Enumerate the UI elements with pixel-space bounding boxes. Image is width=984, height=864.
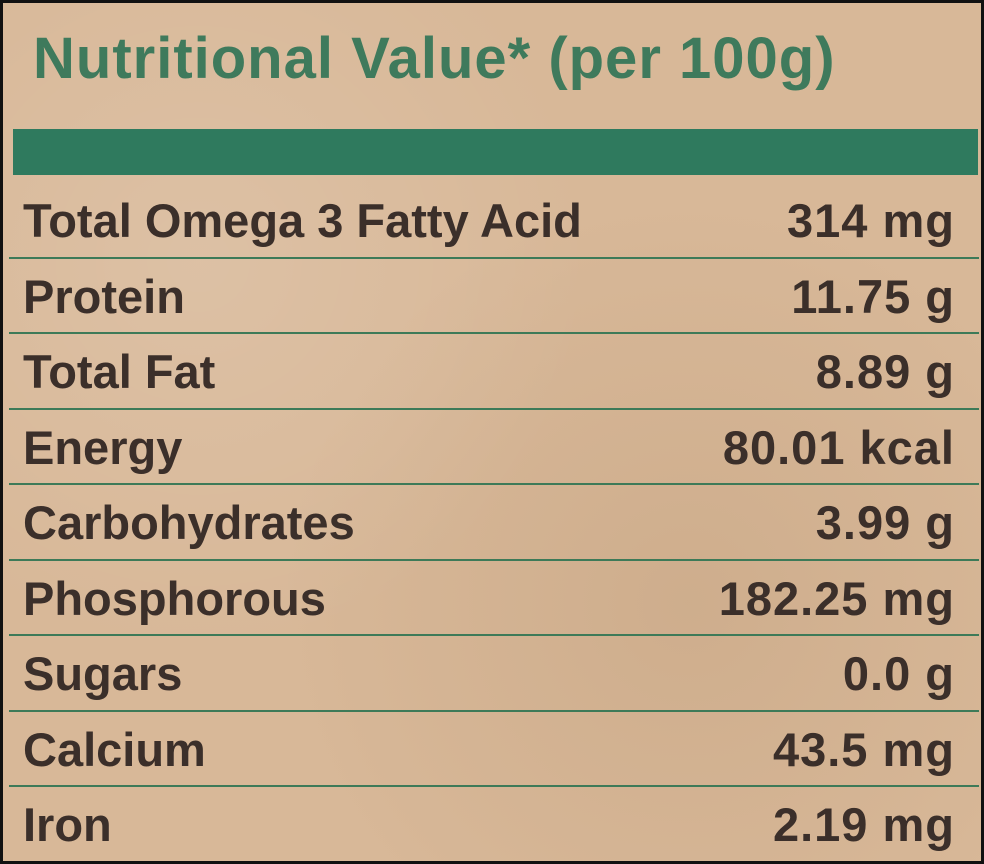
- row-divider: [9, 709, 979, 712]
- row-divider: [9, 256, 979, 259]
- nutrient-value: 11.75 g: [791, 269, 955, 323]
- nutrient-name: Phosphorous: [23, 571, 326, 625]
- table-row: Protein 11.75 g: [3, 259, 981, 335]
- table-row: Calcium 43.5 mg: [3, 712, 981, 788]
- table-row: Phosphorous 182.25 mg: [3, 561, 981, 637]
- row-divider: [9, 558, 979, 561]
- nutrient-name: Carbohydrates: [23, 496, 355, 549]
- nutrient-value: 182.25 mg: [718, 571, 955, 625]
- header-bar: [13, 129, 978, 175]
- nutrient-value: 8.89 g: [815, 345, 955, 398]
- table-row: Total Fat 8.89 g: [3, 334, 981, 410]
- nutrient-name: Iron: [23, 798, 112, 851]
- table-row: Iron 2.19 mg: [3, 787, 981, 861]
- table-row: Carbohydrates 3.99 g: [3, 485, 981, 561]
- table-row: Sugars 0.0 g: [3, 636, 981, 712]
- nutrient-name: Sugars: [23, 647, 183, 700]
- row-divider: [9, 634, 979, 636]
- nutrient-name: Protein: [23, 269, 185, 323]
- table-row: Total Omega 3 Fatty Acid 314 mg: [3, 183, 981, 259]
- nutrient-value: 2.19 mg: [772, 798, 955, 851]
- nutrient-name: Total Omega 3 Fatty Acid: [23, 194, 582, 247]
- nutrient-value: 314 mg: [787, 194, 955, 247]
- nutrient-name: Total Fat: [23, 345, 216, 398]
- table-row: Energy 80.01 kcal: [3, 410, 981, 486]
- row-divider: [9, 407, 979, 410]
- nutrient-value: 80.01 kcal: [722, 420, 955, 474]
- row-divider: [9, 332, 979, 334]
- title: Nutritional Value* (per 100g): [33, 26, 836, 91]
- nutrient-name: Energy: [23, 420, 183, 474]
- row-divider: [9, 483, 979, 485]
- row-divider: [9, 785, 979, 787]
- nutrient-value: 0.0 g: [842, 647, 955, 700]
- nutrient-name: Calcium: [23, 722, 206, 776]
- nutrient-value: 43.5 mg: [772, 722, 955, 776]
- nutrient-value: 3.99 g: [815, 496, 955, 549]
